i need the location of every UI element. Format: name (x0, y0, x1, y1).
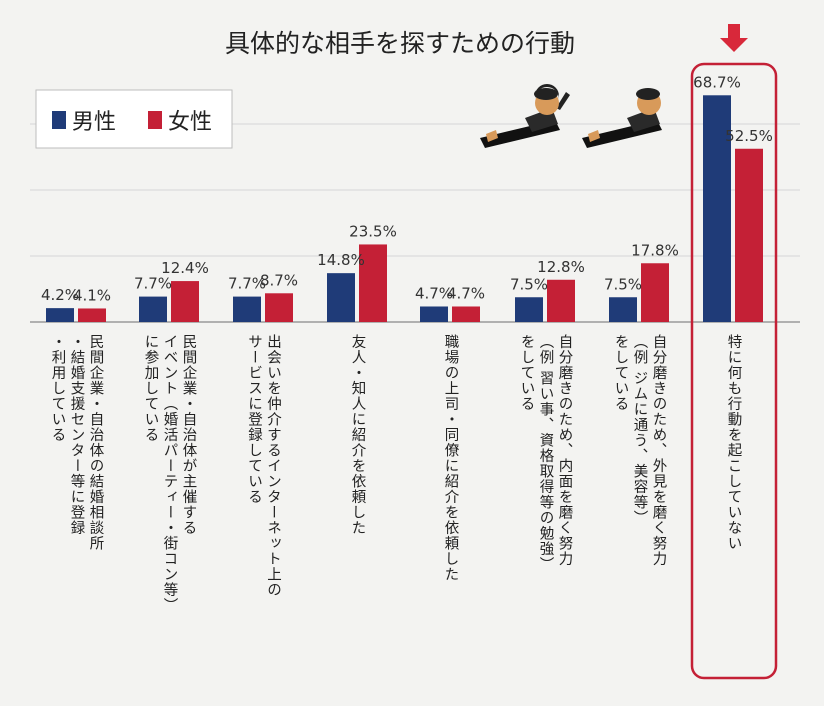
value-label-female: 23.5% (349, 222, 397, 240)
reclining-person-illustration (582, 88, 662, 148)
highlight-box (690, 62, 778, 680)
bar-female (735, 148, 763, 322)
bar-female (359, 244, 387, 322)
highlight-arrow-icon (720, 24, 748, 52)
value-label-female: 52.5% (725, 127, 773, 145)
category-label: 職場の上司・同僚に紹介を依頼した (442, 334, 459, 582)
value-label-female: 17.8% (631, 241, 679, 259)
reclining-person-illustration (480, 84, 570, 148)
bar-female (547, 279, 575, 322)
bar-male (46, 308, 74, 322)
category-label: 自分磨きのため、外見を磨く努力 （例 ジムに通う、美容等） をしている (612, 334, 667, 567)
value-label-male: 4.7% (415, 284, 453, 302)
legend-box (35, 89, 233, 149)
bar-female (641, 263, 669, 322)
value-label-male: 7.5% (604, 275, 642, 293)
category-label: 民間企業・自治体の結婚相談所 ・結婚支援センター等に登録 ・利用している (49, 334, 104, 551)
value-label-female: 12.8% (537, 258, 585, 276)
bars (46, 95, 763, 322)
bar-female (452, 306, 480, 322)
legend-label-male: 男性 (72, 110, 116, 135)
bar-male (139, 296, 167, 322)
category-label: 民間企業・自治体が主催する イベント（婚活パーティー・街コン等） に参加している (142, 334, 197, 613)
value-label-male: 14.8% (317, 251, 365, 269)
value-label-female: 12.4% (161, 259, 209, 277)
legend-label-female: 女性 (168, 110, 212, 135)
bar-male (327, 273, 355, 322)
value-label-male: 4.2% (41, 286, 79, 304)
value-label-male: 7.7% (134, 275, 172, 293)
chart-title: 具体的な相手を探すための行動 (225, 29, 575, 58)
category-label: 友人・知人に紹介を依頼した (349, 334, 366, 536)
bar-male (233, 296, 261, 322)
legend-swatch-female (148, 111, 162, 129)
legend-swatch-male (52, 111, 66, 129)
bar-male (703, 95, 731, 322)
bar-female (78, 308, 106, 322)
category-label: 自分磨きのため、内面を磨く努力 （例 習い事、資格取得等の勉強） をしている (518, 334, 573, 573)
bar-female (171, 281, 199, 322)
value-label-female: 8.7% (260, 271, 298, 289)
value-label-female: 4.1% (73, 286, 111, 304)
value-label-male: 68.7% (693, 73, 741, 91)
legend: 男性 女性 (35, 89, 233, 149)
value-labels: 4.2%4.1%7.7%12.4%7.7%8.7%14.8%23.5%4.7%4… (41, 73, 773, 304)
category-label: 特に何も行動を起こしていない (725, 334, 742, 551)
category-label: 出会いを仲介するインターネット上の サービスに登録している (246, 334, 281, 598)
bar-male (420, 306, 448, 322)
value-label-male: 7.7% (228, 275, 266, 293)
bar-male (515, 297, 543, 322)
value-label-female: 4.7% (447, 284, 485, 302)
bar-female (265, 293, 293, 322)
bar-male (609, 297, 637, 322)
value-label-male: 7.5% (510, 275, 548, 293)
